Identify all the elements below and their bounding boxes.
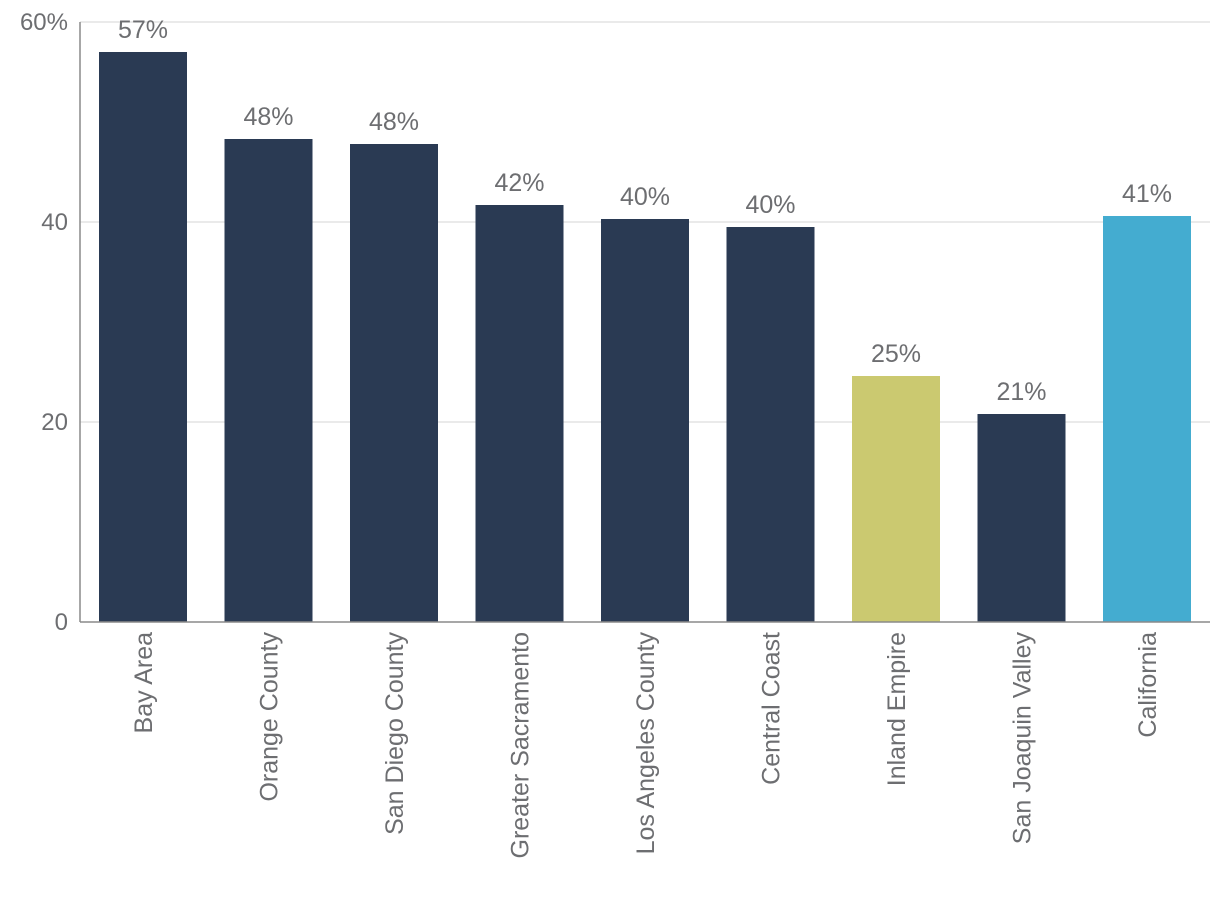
data-label: 42% <box>494 169 544 197</box>
x-category-label: San Joaquin Valley <box>1009 632 1037 845</box>
data-label: 40% <box>620 183 670 211</box>
data-label: 57% <box>118 16 168 44</box>
bar-greater-sacramento <box>475 205 564 622</box>
y-tick-label: 60% <box>20 9 68 36</box>
bar-orange-county <box>224 139 313 622</box>
bar-san-diego-county <box>350 144 438 622</box>
axes <box>79 22 1210 623</box>
bars <box>99 52 1191 622</box>
data-label: 48% <box>369 108 419 136</box>
x-category-label: Orange County <box>256 632 284 802</box>
data-label: 48% <box>243 103 293 131</box>
bar-bay-area <box>99 52 187 622</box>
x-category-label: San Diego County <box>381 632 409 835</box>
data-label: 25% <box>871 340 921 368</box>
bar-central-coast <box>726 227 815 622</box>
y-tick-label: 40 <box>41 209 68 236</box>
data-label: 40% <box>745 191 795 219</box>
bar-california <box>1103 216 1191 622</box>
x-category-label: Bay Area <box>130 632 158 734</box>
data-label: 21% <box>996 378 1046 406</box>
x-category-label: Central Coast <box>758 632 786 785</box>
labels: 0 20 40 60% 57% Bay Area 48% Orange County 48% Sa… <box>20 9 1172 859</box>
x-category-label: California <box>1134 632 1162 738</box>
data-label: 41% <box>1122 180 1172 208</box>
x-category-label: Greater Sacramento <box>507 632 535 859</box>
bar-inland-empire <box>852 376 940 622</box>
bar-los-angeles-county <box>601 219 689 622</box>
bar-san-joaquin-valley <box>977 414 1066 622</box>
y-tick-label: 20 <box>41 409 68 436</box>
x-category-label: Inland Empire <box>883 632 911 786</box>
x-category-label: Los Angeles County <box>632 632 660 855</box>
y-tick-label: 0 <box>55 609 68 636</box>
